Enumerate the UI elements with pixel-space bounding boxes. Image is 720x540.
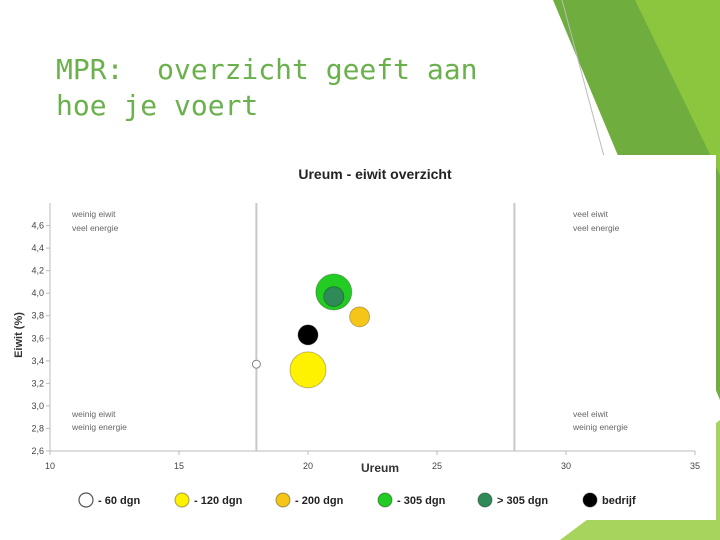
- quadrant-label: weinig eiwit: [71, 209, 116, 219]
- slide-title-line-2: hoe je voert: [56, 89, 259, 122]
- legend-marker: [582, 492, 598, 508]
- x-tick-label: 35: [690, 461, 700, 471]
- decor-line: [561, 0, 606, 161]
- reference-lines: [255, 203, 516, 451]
- x-tick-label: 10: [45, 461, 55, 471]
- data-point: [323, 286, 345, 308]
- quadrant-label: weinig energie: [71, 422, 127, 432]
- decor-light-green-triangle: [635, 0, 720, 175]
- x-tick-label: 20: [303, 461, 313, 471]
- quadrant-top-right: veel eiwit veel energie: [573, 209, 620, 233]
- plot-frame: [49, 203, 695, 452]
- legend-marker: [477, 492, 493, 508]
- legend-marker: [377, 492, 393, 508]
- data-point: [349, 306, 371, 328]
- x-ticks: 10 15 20 25 30 35: [45, 451, 700, 471]
- legend-marker: [174, 492, 190, 508]
- quadrant-bottom-right: veel eiwit weinig energie: [572, 409, 628, 432]
- quadrant-label: veel energie: [573, 223, 620, 233]
- legend-label: - 120 dgn: [194, 495, 243, 507]
- urea-protein-chart: Ureum - eiwit overzicht 2,6 2,8 3,0 3,2 3,4 3…: [13, 166, 700, 508]
- y-tick-label: 3,4: [31, 356, 44, 366]
- quadrant-label: veel eiwit: [573, 409, 609, 419]
- y-tick-label: 3,8: [31, 311, 44, 321]
- y-tick-label: 4,6: [31, 221, 44, 231]
- y-tick-label: 3,6: [31, 333, 44, 343]
- y-tick-label: 3,2: [31, 378, 44, 388]
- x-axis-label: Ureum: [361, 461, 399, 475]
- quadrant-label: weinig eiwit: [71, 409, 116, 419]
- legend-label: > 305 dgn: [497, 495, 548, 507]
- y-tick-label: 4,0: [31, 288, 44, 298]
- y-ticks: 2,6 2,8 3,0 3,2 3,4 3,6 3,8 4,0 4,2 4,4 4,6: [31, 221, 50, 456]
- y-tick-label: 4,2: [31, 266, 44, 276]
- slide-title: MPR: overzicht geeft aan hoe je voert: [56, 52, 556, 124]
- legend-label: - 200 dgn: [295, 495, 344, 507]
- quadrant-label: veel eiwit: [573, 209, 609, 219]
- y-tick-label: 2,6: [31, 446, 44, 456]
- data-points: [251, 273, 371, 389]
- quadrant-top-left: weinig eiwit veel energie: [71, 209, 119, 233]
- quadrant-bottom-left: weinig eiwit weinig energie: [71, 409, 127, 432]
- chart-panel: Ureum - eiwit overzicht 2,6 2,8 3,0 3,2 3,4 3…: [0, 155, 716, 520]
- legend-marker: [275, 492, 291, 508]
- y-tick-label: 4,4: [31, 243, 44, 253]
- legend-label: bedrijf: [602, 495, 636, 507]
- x-tick-label: 15: [174, 461, 184, 471]
- quadrant-label: veel energie: [72, 223, 119, 233]
- y-tick-label: 3,0: [31, 401, 44, 411]
- quadrant-label: weinig energie: [572, 422, 628, 432]
- data-point: [289, 351, 327, 389]
- legend-label: - 60 dgn: [98, 495, 140, 507]
- data-point: [297, 324, 319, 346]
- chart-title: Ureum - eiwit overzicht: [298, 166, 452, 182]
- x-tick-label: 30: [561, 461, 571, 471]
- y-tick-label: 2,8: [31, 423, 44, 433]
- legend-label: - 305 dgn: [397, 495, 446, 507]
- data-point: [251, 359, 261, 369]
- legend-marker: [78, 492, 94, 508]
- slide-title-line-1: MPR: overzicht geeft aan: [56, 53, 478, 86]
- y-axis-label: Eiwit (%): [13, 312, 25, 358]
- legend: - 60 dgn - 120 dgn - 200 dgn - 305 dgn > 305…: [78, 492, 636, 508]
- x-tick-label: 25: [432, 461, 442, 471]
